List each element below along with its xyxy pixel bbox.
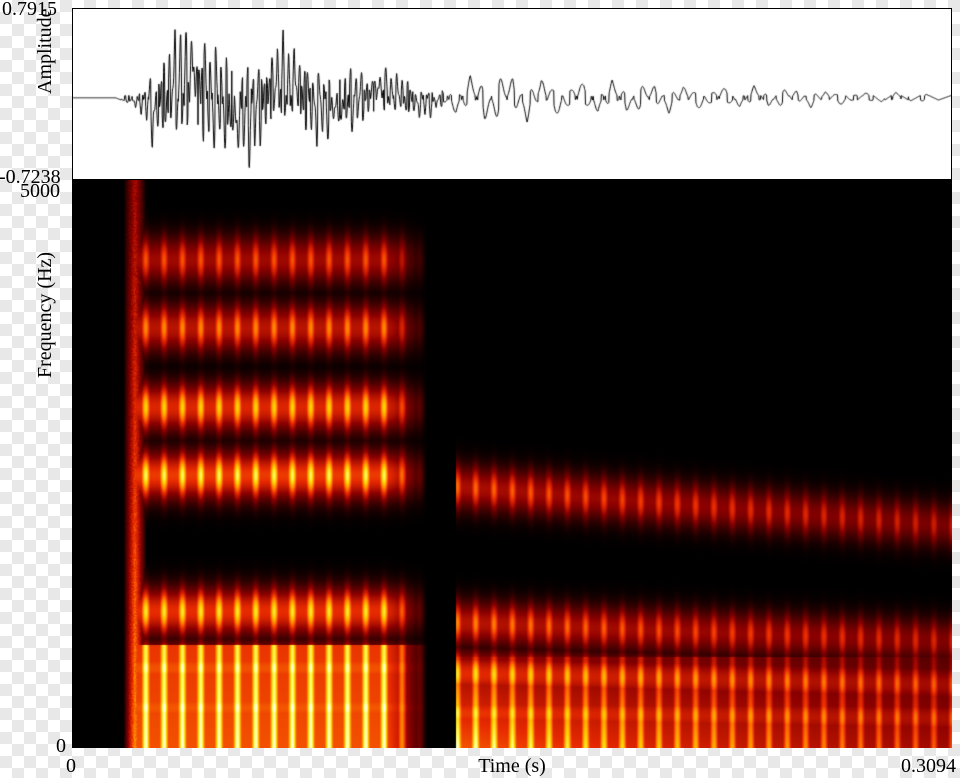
time-tick-min: 0 — [66, 755, 76, 778]
frequency-axis-label: Frequency (Hz) — [34, 252, 57, 378]
frequency-tick-min: 0 — [56, 735, 66, 758]
time-axis-label: Time (s) — [478, 755, 546, 778]
spectrogram-panel — [72, 180, 952, 748]
frequency-tick-max: 5000 — [20, 180, 60, 203]
amplitude-tick-max: 0.7915 — [2, 0, 57, 21]
spectrogram-plot — [72, 180, 952, 748]
audio-analysis-figure: Amplitude Frequency (Hz) Time (s) 0.7915… — [72, 8, 952, 748]
amplitude-axis-label: Amplitude — [34, 8, 57, 94]
time-tick-max: 0.3094 — [901, 755, 956, 778]
waveform-panel — [72, 8, 952, 180]
waveform-plot — [73, 9, 951, 179]
